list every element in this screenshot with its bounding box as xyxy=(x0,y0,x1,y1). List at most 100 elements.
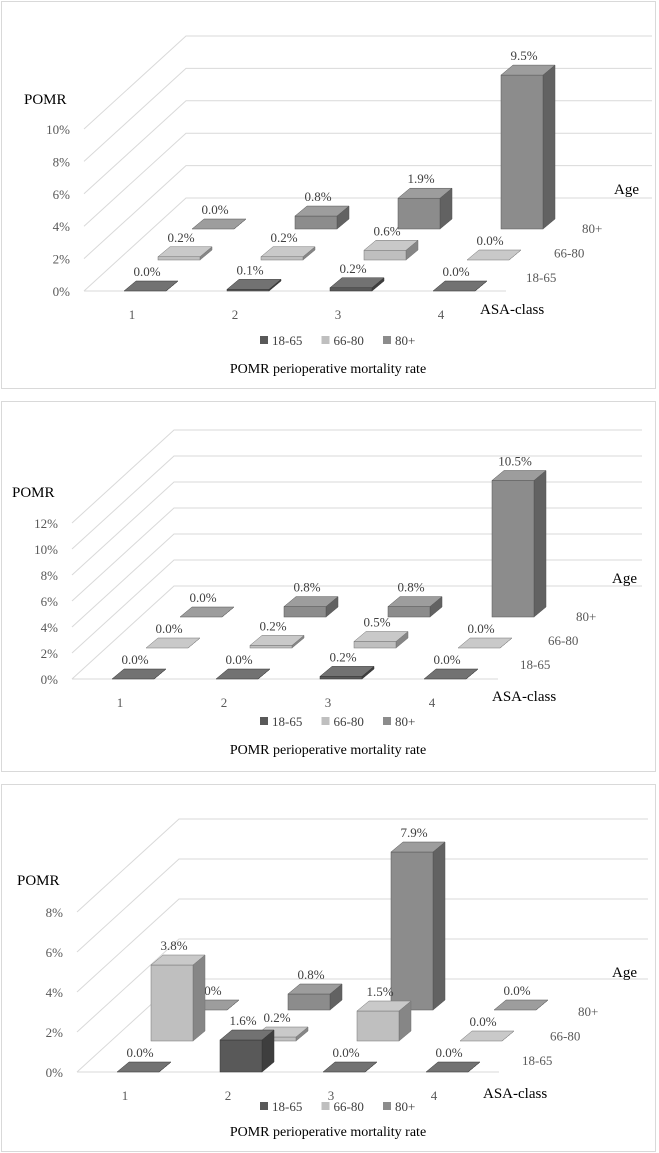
bar-top xyxy=(283,596,339,607)
bar-top xyxy=(322,1061,378,1073)
bar-66-80-asa-2: 0.2% xyxy=(260,230,316,261)
bar-front xyxy=(329,287,373,292)
data-label: 0.0% xyxy=(155,621,182,636)
y-tick-label: 8% xyxy=(53,154,71,169)
gridlines xyxy=(83,35,652,292)
legend-label: 80+ xyxy=(395,714,415,729)
x-axis-title: ASA-class xyxy=(480,302,544,318)
data-label: 1.5% xyxy=(366,984,393,999)
bar-80+-asa-2: 0.8% xyxy=(294,189,350,230)
x-tick-label: 2 xyxy=(225,1088,232,1103)
gridline xyxy=(83,197,652,292)
data-label: 0.2% xyxy=(259,618,286,633)
data-label: 0.0% xyxy=(133,264,160,279)
x-tick-label: 2 xyxy=(221,695,228,710)
bar-top xyxy=(356,1000,412,1012)
legend-label: 18-65 xyxy=(272,714,302,729)
x-tick-label: 2 xyxy=(232,307,239,322)
bar-18-65-asa-4: 0.0% xyxy=(423,652,479,680)
bar-66-80-asa-2: 0.2% xyxy=(249,618,305,649)
gridlines xyxy=(71,429,642,680)
y-tick-label: 8% xyxy=(46,905,64,920)
bar-top xyxy=(226,279,282,290)
bar-top xyxy=(329,277,385,289)
data-label: 0.0% xyxy=(433,652,460,667)
bar-80+-asa-1: 0.0% xyxy=(191,202,247,230)
bar-80+-asa-3: 0.8% xyxy=(387,580,443,618)
data-label: 3.8% xyxy=(160,938,187,953)
y-axis-title: POMR xyxy=(12,485,55,501)
depth-tick-label: 80+ xyxy=(578,1004,598,1019)
data-label: 0.2% xyxy=(339,261,366,276)
x-tick-label: 3 xyxy=(328,1088,335,1103)
x-tick-label: 1 xyxy=(122,1088,129,1103)
bar-66-80-asa-4: 0.0% xyxy=(466,233,522,261)
y-tick-label: 4% xyxy=(46,985,64,1000)
data-label: 0.6% xyxy=(373,223,400,238)
bar-80+-asa-2: 0.8% xyxy=(283,580,339,618)
data-label: 0.1% xyxy=(236,262,263,277)
bar-80+-asa-4: 9.5% xyxy=(500,48,556,230)
data-label: 0.8% xyxy=(297,967,324,982)
y-tick-label: 4% xyxy=(41,620,59,635)
gridline xyxy=(83,165,652,259)
gridlines xyxy=(76,818,648,1073)
data-label: 0.8% xyxy=(293,580,320,595)
bar-66-80-asa-4: 0.0% xyxy=(457,621,513,649)
bar-front xyxy=(319,676,363,680)
bar-18-65-asa-3: 0.2% xyxy=(329,261,385,292)
bar-front xyxy=(283,606,327,618)
bar-80+-asa-2: 0.8% xyxy=(287,967,343,1011)
bar-top xyxy=(157,246,213,258)
chart-1: 0% 2% 4% 6% 8% 10% POMR 0.0% 0.8% 1.9% 9.5% 0.2% 0.2… xyxy=(24,35,652,377)
bar-top xyxy=(423,668,479,680)
bar-front xyxy=(294,215,338,230)
legend-swatch xyxy=(321,336,330,344)
legend-label: 80+ xyxy=(395,1099,415,1114)
y-tick-label: 0% xyxy=(41,672,59,687)
legend-label: 66-80 xyxy=(334,714,364,729)
depth-tick-label: 66-80 xyxy=(554,246,584,261)
bar-top xyxy=(466,249,522,261)
gridline xyxy=(83,35,652,130)
data-label: 0.0% xyxy=(503,983,530,998)
data-label: 0.8% xyxy=(397,580,424,595)
gridline xyxy=(76,938,648,1033)
gridline xyxy=(76,858,648,953)
gridline xyxy=(83,132,652,227)
bar-18-65-asa-1: 0.0% xyxy=(116,1045,172,1073)
bar-front xyxy=(287,993,331,1011)
bar-18-65-asa-2: 0.1% xyxy=(226,262,282,292)
bar-top xyxy=(459,1030,515,1042)
x-tick-label: 3 xyxy=(335,307,342,322)
gridline xyxy=(71,507,642,602)
data-label: 1.6% xyxy=(229,1013,256,1028)
bar-66-80-asa-4: 0.0% xyxy=(459,1014,515,1042)
bar-top xyxy=(219,1029,275,1041)
gridline xyxy=(83,100,652,195)
x-tick-label: 1 xyxy=(117,695,124,710)
bar-66-80-asa-1: 3.8% xyxy=(150,938,206,1042)
y-tick-label: 4% xyxy=(53,219,71,234)
y-tick-label: 2% xyxy=(41,646,59,661)
bar-66-80-asa-3: 0.6% xyxy=(363,223,419,261)
bar-front xyxy=(390,851,434,1011)
chart-panel-3: 0% 2% 4% 6% 8% POMR 0.0% 0.8% 7.9% 0.0% 3.8% 0.2% 1.… xyxy=(1,784,656,1152)
gridline xyxy=(83,67,652,162)
bar-66-80-asa-3: 1.5% xyxy=(356,984,412,1042)
gridline xyxy=(71,481,642,576)
bar-top xyxy=(319,666,375,677)
data-label: 0.0% xyxy=(442,264,469,279)
y-tick-label: 10% xyxy=(34,542,58,557)
data-label: 0.0% xyxy=(121,652,148,667)
gridline xyxy=(76,818,648,913)
bar-top xyxy=(287,983,343,995)
chart-caption: POMR perioperative mortality rate xyxy=(230,743,426,758)
data-label: 0.5% xyxy=(363,615,390,630)
y-tick-label: 12% xyxy=(34,516,58,531)
depth-axis-title: Age xyxy=(614,182,639,198)
gridline xyxy=(71,585,642,680)
bar-side xyxy=(533,469,547,618)
bar-top xyxy=(294,205,350,217)
